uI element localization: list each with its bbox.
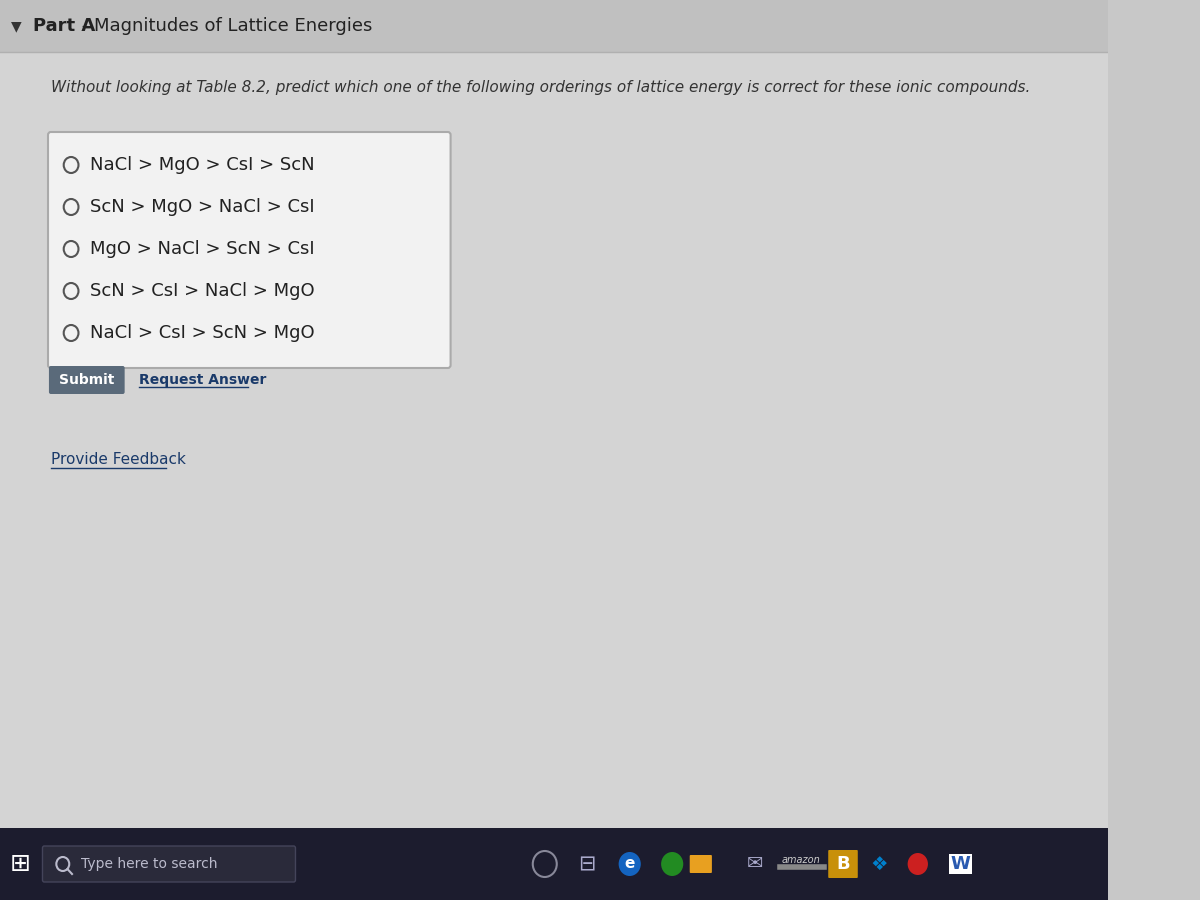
Text: - Magnitudes of Lattice Energies: - Magnitudes of Lattice Energies <box>76 17 372 35</box>
Text: Part A: Part A <box>34 17 96 35</box>
Text: ScN > MgO > NaCl > CsI: ScN > MgO > NaCl > CsI <box>90 198 314 216</box>
Text: Type here to search: Type here to search <box>82 857 217 871</box>
Text: ✉: ✉ <box>748 854 763 874</box>
FancyBboxPatch shape <box>48 132 450 368</box>
Text: ▼: ▼ <box>11 19 22 33</box>
Text: Request Answer: Request Answer <box>139 373 266 387</box>
FancyBboxPatch shape <box>828 850 858 878</box>
FancyBboxPatch shape <box>42 846 295 882</box>
Text: ScN > CsI > NaCl > MgO: ScN > CsI > NaCl > MgO <box>90 282 314 300</box>
Text: B: B <box>836 855 850 873</box>
Text: MgO > NaCl > ScN > CsI: MgO > NaCl > ScN > CsI <box>90 240 314 258</box>
FancyBboxPatch shape <box>0 828 1108 900</box>
Text: Provide Feedback: Provide Feedback <box>50 453 186 467</box>
Text: NaCl > MgO > CsI > ScN: NaCl > MgO > CsI > ScN <box>90 156 314 174</box>
FancyBboxPatch shape <box>0 52 1108 828</box>
Circle shape <box>661 852 683 876</box>
Text: Without looking at Table 8.2, predict which one of the following orderings of la: Without looking at Table 8.2, predict wh… <box>50 80 1030 95</box>
Text: W: W <box>950 855 971 873</box>
Text: amazon: amazon <box>782 855 821 865</box>
Text: Submit: Submit <box>59 373 114 387</box>
Circle shape <box>907 853 928 875</box>
Text: ❖: ❖ <box>870 854 888 874</box>
FancyBboxPatch shape <box>690 855 712 873</box>
Text: e: e <box>624 857 635 871</box>
Text: NaCl > CsI > ScN > MgO: NaCl > CsI > ScN > MgO <box>90 324 314 342</box>
Text: ⊟: ⊟ <box>578 854 596 874</box>
Text: ⊞: ⊞ <box>10 852 31 876</box>
Circle shape <box>619 852 641 876</box>
FancyBboxPatch shape <box>49 366 125 394</box>
FancyBboxPatch shape <box>0 0 1108 52</box>
